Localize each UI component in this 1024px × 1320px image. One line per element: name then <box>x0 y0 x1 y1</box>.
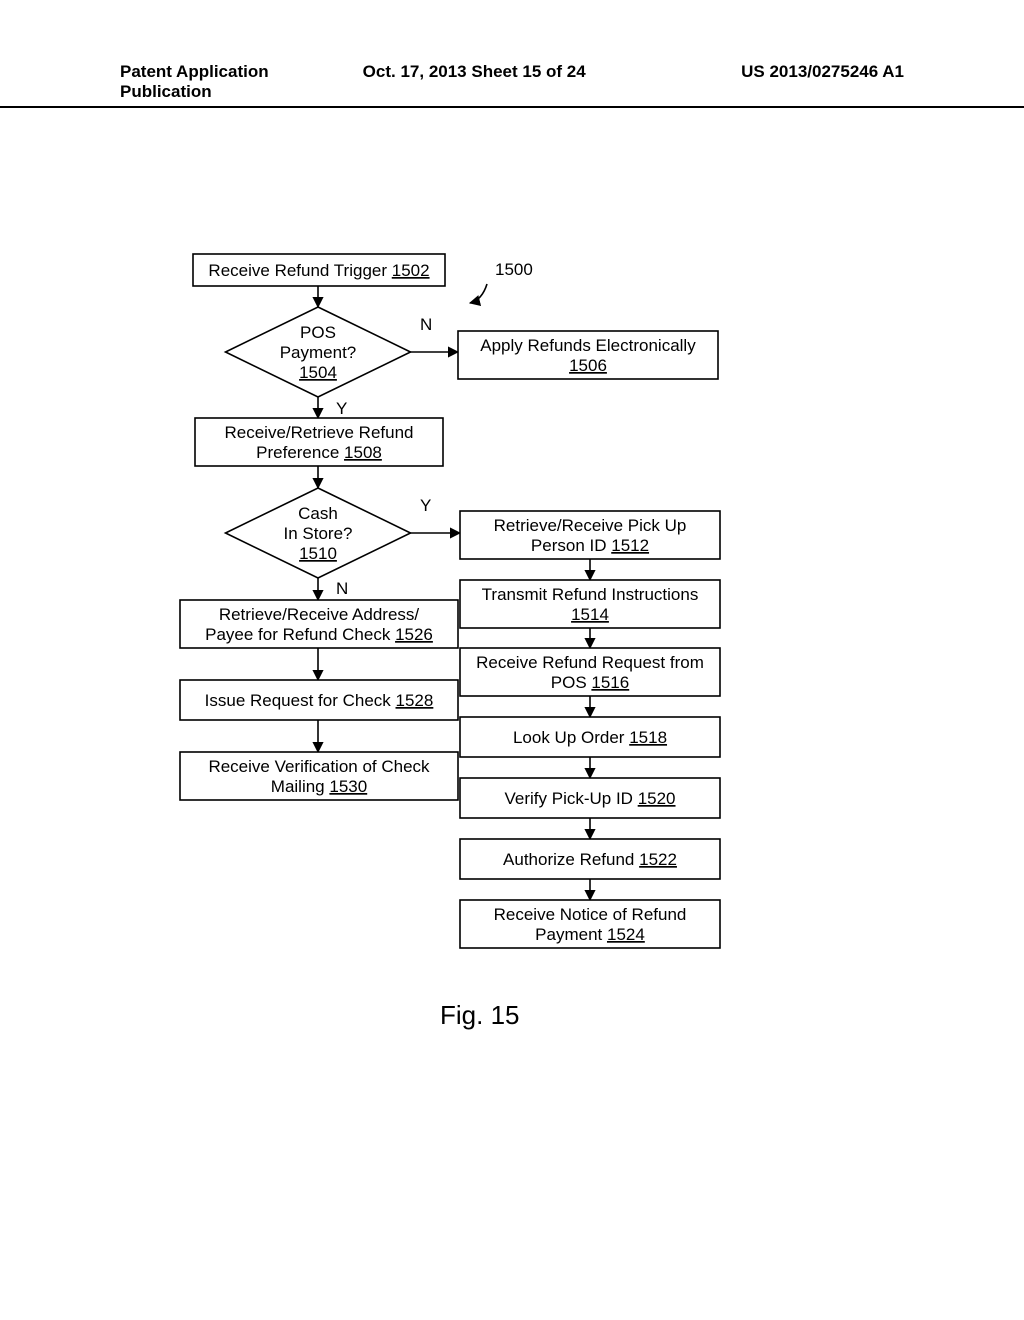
node-text-n1504-0: POS <box>300 323 336 342</box>
node-text-n1504-1: Payment? <box>280 343 357 362</box>
node-n1524: Receive Notice of RefundPayment 1524 <box>460 900 720 948</box>
node-text-n1514-1: 1514 <box>571 605 609 624</box>
node-text-n1504-2: 1504 <box>299 363 337 382</box>
edge-label-Y-n1510: Y <box>420 496 431 515</box>
node-text-n1520-0: Verify Pick-Up ID 1520 <box>504 789 675 808</box>
node-text-n1530-0: Receive Verification of Check <box>208 757 430 776</box>
node-n1518: Look Up Order 1518 <box>460 717 720 757</box>
node-text-n1526-1: Payee for Refund Check 1526 <box>205 625 433 644</box>
node-n1512: Retrieve/Receive Pick UpPerson ID 1512 <box>460 511 720 559</box>
node-text-n1506-0: Apply Refunds Electronically <box>480 336 696 355</box>
node-text-n1530-1: Mailing 1530 <box>271 777 367 796</box>
edge-label-N-n1510: N <box>336 579 348 598</box>
node-n1514: Transmit Refund Instructions1514 <box>460 580 720 628</box>
node-text-n1512-0: Retrieve/Receive Pick Up <box>494 516 687 535</box>
node-n1530: Receive Verification of CheckMailing 153… <box>180 752 458 800</box>
node-text-n1526-0: Retrieve/Receive Address/ <box>219 605 420 624</box>
node-n1508: Receive/Retrieve RefundPreference 1508 <box>195 418 443 466</box>
node-n1520: Verify Pick-Up ID 1520 <box>460 778 720 818</box>
ref-label-1500: 1500 <box>495 260 533 279</box>
node-text-n1524-0: Receive Notice of Refund <box>494 905 687 924</box>
node-n1510: CashIn Store?1510 <box>226 488 411 578</box>
node-text-n1510-2: 1510 <box>299 544 337 563</box>
node-text-n1516-0: Receive Refund Request from <box>476 653 704 672</box>
node-text-n1522-0: Authorize Refund 1522 <box>503 850 677 869</box>
node-n1522: Authorize Refund 1522 <box>460 839 720 879</box>
node-text-n1516-1: POS 1516 <box>551 673 629 692</box>
node-text-n1502-0: Receive Refund Trigger 1502 <box>208 261 429 280</box>
node-n1506: Apply Refunds Electronically1506 <box>458 331 718 379</box>
page: Patent Application Publication Oct. 17, … <box>0 0 1024 1320</box>
node-text-n1514-0: Transmit Refund Instructions <box>482 585 699 604</box>
node-text-n1508-1: Preference 1508 <box>256 443 382 462</box>
node-text-n1506-1: 1506 <box>569 356 607 375</box>
node-text-n1510-0: Cash <box>298 504 338 523</box>
node-text-n1524-1: Payment 1524 <box>535 925 645 944</box>
node-n1504: POSPayment?1504 <box>226 307 411 397</box>
ref-pointer-1500 <box>470 284 487 303</box>
figure-caption: Fig. 15 <box>440 1000 520 1031</box>
node-n1526: Retrieve/Receive Address/Payee for Refun… <box>180 600 458 648</box>
node-text-n1518-0: Look Up Order 1518 <box>513 728 667 747</box>
node-n1502: Receive Refund Trigger 1502 <box>193 254 445 286</box>
node-text-n1510-1: In Store? <box>284 524 353 543</box>
edge-label-Y-n1504: Y <box>336 399 347 418</box>
node-n1516: Receive Refund Request fromPOS 1516 <box>460 648 720 696</box>
edge-label-N-n1504: N <box>420 315 432 334</box>
node-text-n1528-0: Issue Request for Check 1528 <box>205 691 434 710</box>
node-n1528: Issue Request for Check 1528 <box>180 680 458 720</box>
node-text-n1508-0: Receive/Retrieve Refund <box>225 423 414 442</box>
flowchart-svg: 1500NYYNReceive Refund Trigger 1502POSPa… <box>0 0 1024 1320</box>
node-text-n1512-1: Person ID 1512 <box>531 536 649 555</box>
